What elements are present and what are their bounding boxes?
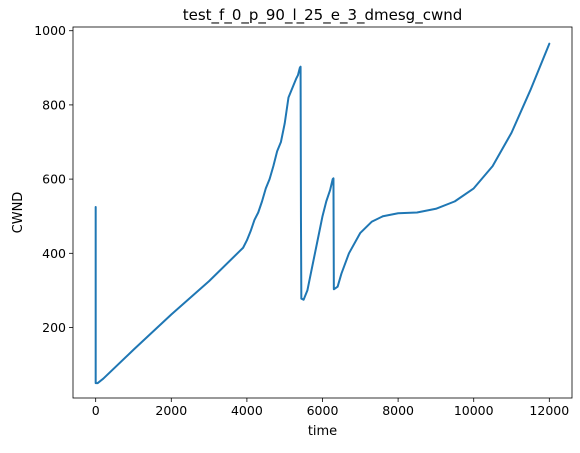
chart-title: test_f_0_p_90_l_25_e_3_dmesg_cwnd — [183, 6, 463, 25]
x-tick-label: 10000 — [454, 403, 494, 418]
x-tick-label: 12000 — [529, 403, 569, 418]
y-tick-label: 1000 — [34, 23, 66, 38]
x-tick-label: 0 — [92, 403, 100, 418]
x-tick-label: 8000 — [382, 403, 414, 418]
y-tick-label: 600 — [42, 172, 66, 187]
x-axis-label: time — [308, 424, 337, 439]
x-tick-label: 2000 — [155, 403, 187, 418]
x-tick-label: 4000 — [231, 403, 263, 418]
x-tick-label: 6000 — [307, 403, 339, 418]
y-tick-label: 800 — [42, 97, 66, 112]
y-tick-label: 400 — [42, 246, 66, 261]
series-line-1 — [94, 42, 551, 385]
y-axis-label: CWND — [11, 192, 26, 234]
y-tick-label: 200 — [42, 320, 66, 335]
plot-area: 0 2000 4000 6000 8000 10000 12000 200 400 600 800 1… — [34, 23, 573, 418]
